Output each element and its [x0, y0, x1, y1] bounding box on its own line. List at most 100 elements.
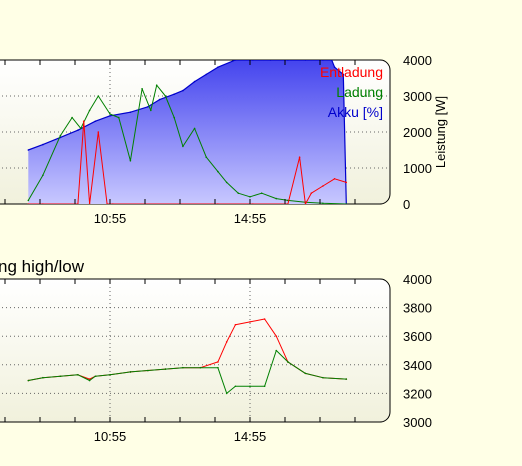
data-point [333, 178, 336, 180]
y-tick-label: 2000 [403, 125, 432, 140]
data-point [333, 66, 336, 68]
chart-2-plot-area [0, 278, 391, 423]
data-point [322, 202, 324, 204]
data-point [249, 321, 251, 323]
data-point [217, 66, 219, 68]
data-point [225, 392, 228, 395]
data-point [275, 197, 278, 200]
data-point [304, 60, 307, 61]
data-point [249, 196, 251, 198]
data-point [345, 181, 348, 184]
data-point [173, 116, 175, 119]
data-point [263, 385, 266, 388]
data-point [225, 341, 228, 343]
data-point [287, 60, 289, 61]
data-point [141, 88, 143, 90]
series-line-1 [27, 84, 347, 204]
data-point [205, 156, 208, 158]
data-point [147, 106, 149, 108]
data-point [252, 60, 254, 61]
data-point [109, 374, 111, 376]
data-point [88, 109, 91, 112]
data-point [182, 366, 184, 369]
data-point [77, 129, 79, 131]
data-point [205, 73, 208, 76]
chart-1-y-axis-label: Leistung [W] [433, 96, 448, 168]
x-tick-label: 14:55 [234, 211, 267, 226]
data-point [217, 361, 219, 363]
data-point [237, 192, 240, 194]
data-point [94, 120, 97, 122]
data-point [106, 203, 108, 204]
data-point [59, 134, 62, 137]
x-tick-label: 10:55 [94, 211, 127, 226]
data-point [260, 192, 263, 194]
y-tick-label: 3800 [403, 301, 432, 316]
chart-2: ng high/low 3000 3200 3400 3600 3800 4000 10:5… [0, 257, 432, 444]
data-point [27, 379, 30, 382]
data-point [164, 95, 167, 97]
data-point [27, 203, 30, 204]
y-tick-label: 4000 [403, 272, 432, 287]
chart-1-ticks: 0 1000 2000 3000 4000 10:55 14:55 [4, 53, 432, 226]
data-point [27, 199, 30, 202]
data-point [88, 203, 91, 204]
data-point [71, 116, 73, 119]
chart-2-marks [27, 318, 348, 395]
data-point [77, 203, 79, 204]
data-point [88, 379, 91, 382]
data-point [225, 181, 228, 184]
data-point [263, 318, 266, 320]
data-point [77, 374, 79, 376]
y-tick-label: 1000 [403, 161, 432, 176]
data-point [158, 98, 161, 101]
data-point [193, 80, 196, 83]
data-point [80, 127, 82, 130]
data-point [298, 156, 301, 158]
legend-entry: Entladung [320, 64, 383, 80]
data-point [275, 349, 278, 352]
data-point [88, 378, 91, 380]
y-tick-label: 4000 [403, 53, 432, 68]
data-point [182, 145, 184, 148]
data-point [217, 203, 219, 204]
data-point [234, 385, 237, 388]
series-line-1 [28, 350, 347, 394]
data-point [269, 60, 272, 61]
y-tick-label: 3400 [403, 358, 432, 373]
data-point [94, 375, 97, 378]
chart-2-ticks: 3000 3200 3400 3600 3800 4000 10:55 14:55 [4, 272, 432, 444]
data-point [42, 203, 44, 204]
data-point [304, 372, 307, 375]
data-point [310, 192, 313, 194]
data-point [322, 185, 324, 187]
x-tick-label: 14:55 [234, 429, 267, 444]
data-point [59, 375, 62, 378]
data-point [217, 366, 219, 369]
data-point [287, 361, 289, 363]
series-line-2 [28, 120, 347, 204]
data-point [193, 127, 196, 130]
chart-1-legend: Entladung Ladung Akku [%] [320, 64, 383, 120]
y-tick-label: 3600 [403, 329, 432, 344]
data-point [252, 203, 254, 204]
data-point [147, 369, 149, 372]
data-point [287, 203, 289, 204]
data-point [109, 113, 111, 115]
chart-2-grid [0, 279, 390, 422]
data-point [112, 203, 114, 204]
x-tick-label: 10:55 [94, 429, 127, 444]
y-tick-label: 0 [403, 197, 410, 212]
data-point [345, 378, 348, 380]
data-point [304, 203, 307, 204]
data-point [129, 160, 132, 162]
data-point [199, 366, 202, 369]
series-line-0 [28, 60, 347, 204]
data-point [97, 131, 100, 133]
data-point [330, 60, 333, 61]
legend-entry: Ladung [336, 84, 383, 100]
data-point [164, 368, 167, 370]
data-point [82, 120, 85, 122]
data-point [42, 143, 44, 146]
